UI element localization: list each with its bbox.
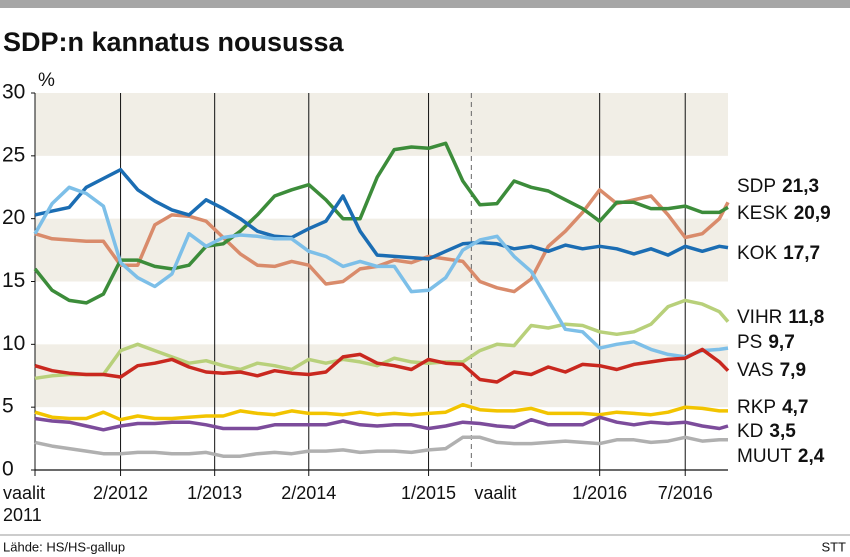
- end-label: PS 9,7: [737, 332, 795, 353]
- x-tick-label: vaalit: [474, 483, 517, 503]
- x-tick-label: 1/2016: [572, 483, 628, 503]
- credit: STT: [821, 539, 846, 554]
- chart-title: SDP:n kannatus nousussa: [3, 27, 345, 57]
- source: Lähde: HS/HS-gallup: [3, 539, 125, 554]
- series-name: KOK: [737, 243, 777, 264]
- value-label: 9,7: [768, 332, 794, 353]
- y-tick-label: 25: [2, 143, 25, 166]
- series-name: MUUT: [737, 446, 792, 467]
- series-line: [34, 435, 728, 458]
- y-tick-label: 0: [2, 458, 14, 481]
- end-label: MUUT 2,4: [737, 446, 825, 467]
- end-label: VIHR 11,8: [737, 307, 824, 328]
- x-tick-label: 1/2015: [401, 483, 457, 503]
- series-name: KD: [737, 421, 763, 442]
- series-line: [34, 167, 729, 261]
- end-label: VAS 7,9: [737, 360, 806, 381]
- value-label: 7,9: [780, 360, 806, 381]
- end-label: RKP 4,7: [737, 397, 809, 418]
- x-tick-label: 1/2013: [187, 483, 243, 503]
- series-name: KESK: [737, 203, 788, 224]
- series-line: [34, 415, 729, 432]
- band: [35, 218, 728, 282]
- series-name: VAS: [737, 360, 774, 381]
- value-label: 17,7: [783, 243, 820, 264]
- series-name: SDP: [737, 176, 776, 197]
- value-label: 11,8: [788, 307, 824, 328]
- x-tick-label: 2/2012: [93, 483, 149, 503]
- x-tick-label: 2/2014: [281, 483, 337, 503]
- band: [35, 344, 728, 408]
- value-label: 20,9: [794, 203, 831, 224]
- series-line: [34, 298, 730, 381]
- y-tick-label: 30: [2, 81, 25, 104]
- band: [35, 93, 728, 156]
- value-label: 3,5: [769, 421, 796, 442]
- end-label: KOK 17,7: [737, 243, 820, 264]
- x-tick-label: vaalit 2011: [3, 483, 46, 525]
- x-tick-label: 7/2016: [657, 483, 713, 503]
- series-line: [34, 347, 730, 384]
- end-label: KESK 20,9: [737, 203, 831, 224]
- series-name: RKP: [737, 397, 776, 418]
- end-label: SDP 21,3: [737, 176, 819, 197]
- y-tick-label: 15: [2, 269, 25, 292]
- value-label: 2,4: [798, 446, 825, 467]
- y-tick-label: 10: [2, 332, 25, 355]
- series-line: [33, 141, 729, 305]
- end-label: KD 3,5: [737, 421, 796, 442]
- series-line: [33, 185, 729, 359]
- top-bar: [0, 0, 850, 8]
- y-unit: %: [38, 70, 55, 91]
- value-label: 21,3: [782, 176, 819, 197]
- series-line: [34, 402, 728, 422]
- y-tick-label: 5: [2, 395, 14, 418]
- series-name: VIHR: [737, 307, 782, 328]
- series-name: PS: [737, 332, 762, 353]
- value-label: 4,7: [782, 397, 808, 418]
- y-tick-label: 20: [2, 206, 25, 229]
